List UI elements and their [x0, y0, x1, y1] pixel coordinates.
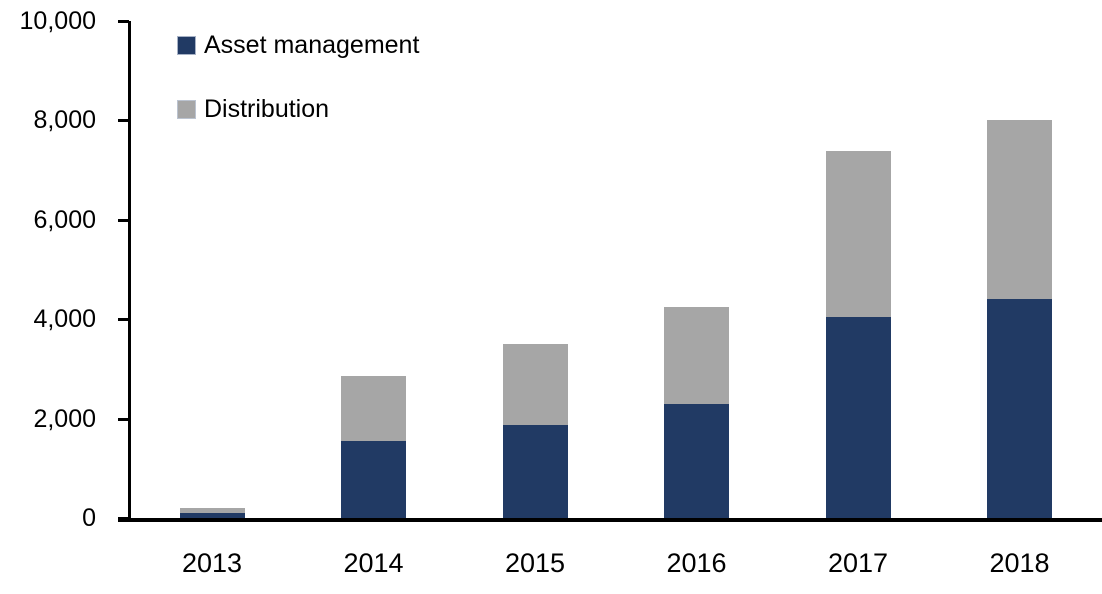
- y-tick-label: 6,000: [33, 205, 96, 234]
- legend-label: Distribution: [204, 95, 330, 123]
- y-tick-label: 4,000: [33, 305, 96, 334]
- bar-segment-2017-distribution: [825, 151, 891, 318]
- bar-segment-2013-distribution: [179, 508, 245, 514]
- y-tick-label: 8,000: [33, 106, 96, 135]
- y-tick-mark: [118, 517, 129, 520]
- bar-segment-2016-distribution: [664, 306, 729, 404]
- legend-label: Asset management: [204, 31, 420, 59]
- legend-item-distribution: Distribution: [177, 95, 329, 124]
- bar-segment-2015-asset-management: [502, 424, 568, 518]
- bar-segment-2018-asset-management: [987, 298, 1052, 518]
- legend-swatch-icon: [177, 100, 196, 119]
- y-tick-mark: [118, 417, 129, 421]
- legend-swatch-icon: [177, 36, 196, 55]
- bar-segment-2016-asset-management: [664, 403, 729, 518]
- x-axis-label-2013: 2013: [181, 548, 243, 578]
- y-tick-label: 2,000: [33, 404, 96, 433]
- x-axis-label-2014: 2014: [343, 548, 404, 578]
- y-tick-mark: [118, 318, 129, 322]
- bar-segment-2014-distribution: [341, 375, 406, 442]
- x-axis-line: [118, 518, 1102, 522]
- y-tick-mark: [118, 119, 129, 123]
- x-axis-label-2017: 2017: [827, 548, 889, 578]
- x-axis-label-2015: 2015: [504, 548, 566, 578]
- y-tick-mark: [118, 20, 129, 23]
- bar-segment-2018-distribution: [987, 120, 1052, 299]
- bar-segment-2013-asset-management: [179, 513, 245, 518]
- y-tick-mark: [118, 218, 129, 222]
- y-axis-line: [128, 21, 131, 522]
- y-tick-label: 0: [82, 504, 96, 532]
- x-axis-label-2016: 2016: [666, 548, 727, 578]
- bar-segment-2017-asset-management: [825, 317, 891, 518]
- bar-segment-2014-asset-management: [341, 441, 406, 518]
- x-axis-label-2018: 2018: [989, 548, 1050, 578]
- bar-segment-2015-distribution: [502, 344, 568, 425]
- y-tick-label: 10,000: [19, 7, 96, 35]
- legend-item-asset-management: Asset management: [177, 31, 419, 60]
